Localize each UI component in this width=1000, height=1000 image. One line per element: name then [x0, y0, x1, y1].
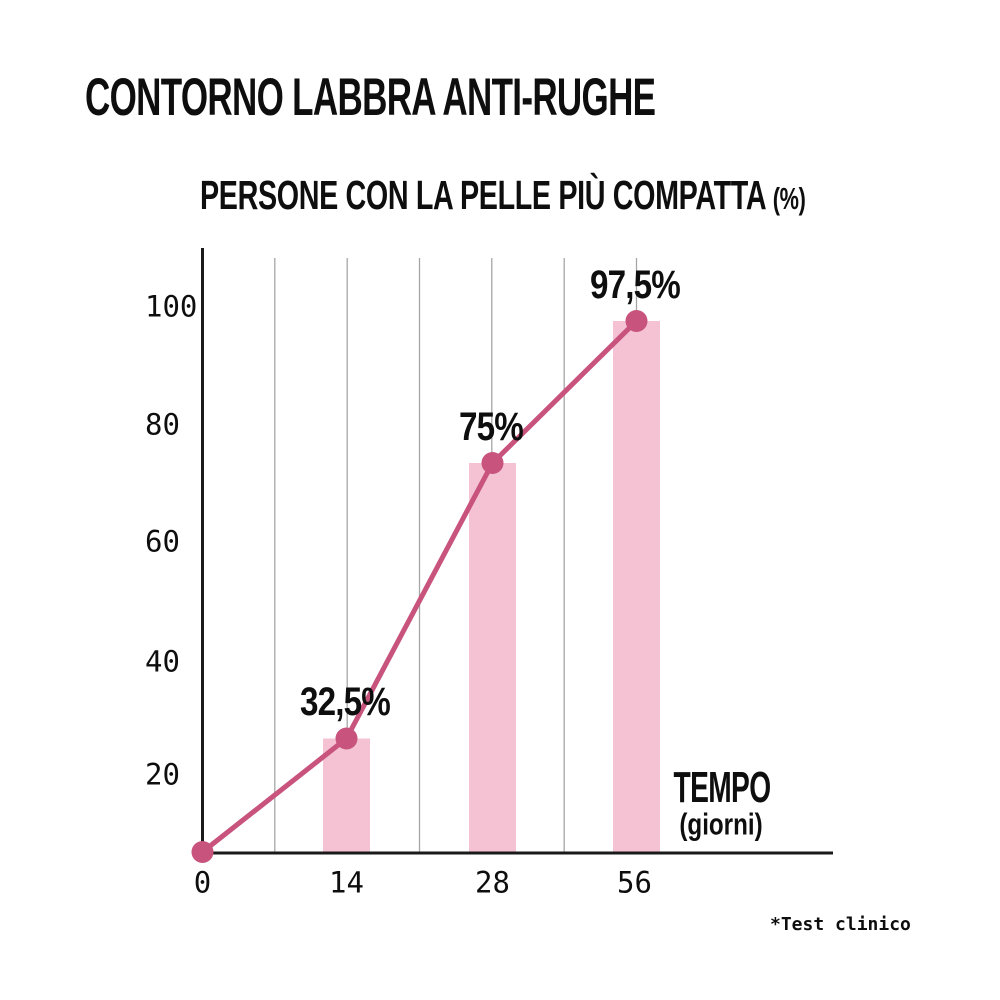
data-label: 75%: [458, 404, 524, 449]
page-title: CONTORNO LABBRA ANTI-RUGHE: [85, 68, 656, 127]
x-tick-label: 0: [193, 865, 212, 900]
y-tick-label: 100: [145, 289, 198, 324]
y-tick-label: 80: [145, 407, 180, 442]
bar: [613, 321, 660, 853]
data-point-dot: [191, 841, 214, 863]
x-axis-unit: (giorni): [679, 806, 763, 842]
y-tick-label: 40: [145, 644, 180, 679]
chart-title: PERSONE CON LA PELLE PIÙ COMPATTA (%): [200, 172, 806, 218]
data-point-dot: [335, 727, 358, 750]
bar: [469, 463, 516, 853]
footnote: *Test clinico: [770, 914, 911, 935]
data-point-dot: [625, 310, 648, 332]
x-tick-label: 14: [329, 865, 364, 900]
x-tick-label: 56: [617, 865, 652, 900]
y-tick-label: 60: [145, 524, 180, 559]
data-label: 32,5%: [299, 680, 391, 724]
chart-title-text: PERSONE CON LA PELLE PIÙ COMPATTA: [200, 172, 766, 218]
x-axis-title: TEMPO: [673, 763, 772, 812]
data-point-dot: [481, 452, 504, 474]
x-tick-label: 28: [475, 865, 510, 900]
bar: [323, 738, 370, 853]
y-tick-label: 20: [145, 757, 180, 792]
chart-title-unit: (%): [772, 181, 806, 216]
data-label: 97,5%: [589, 262, 681, 307]
data-line: [200, 319, 639, 854]
